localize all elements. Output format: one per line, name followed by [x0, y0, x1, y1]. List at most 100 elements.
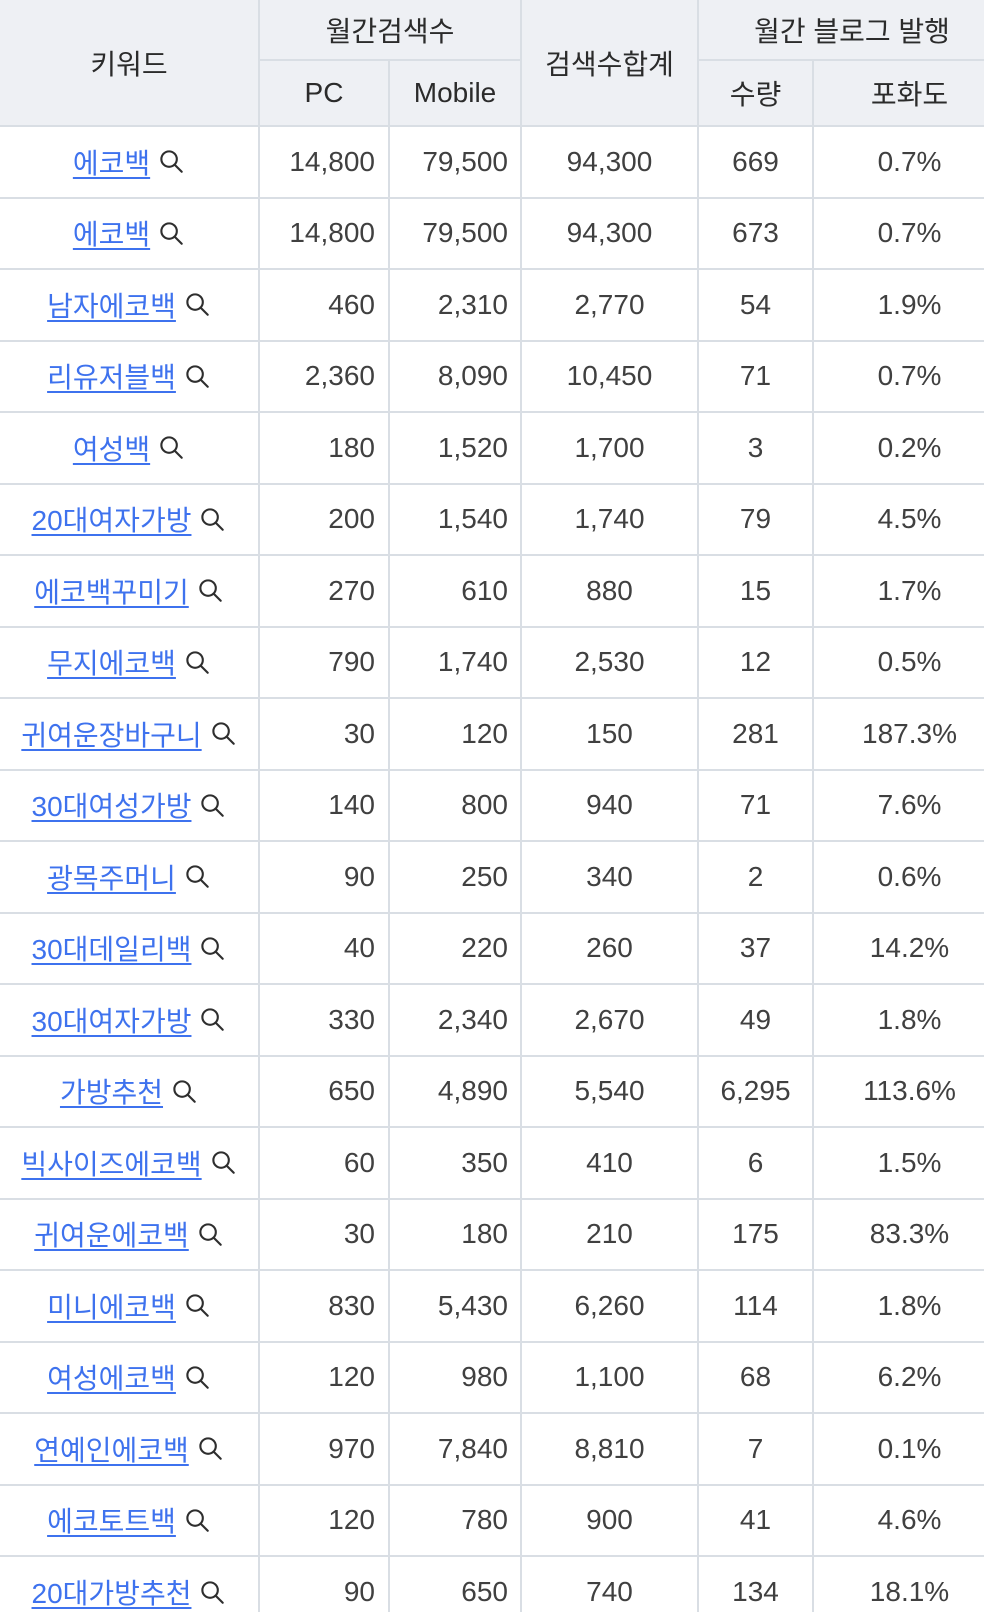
- header-monthly-search: 월간검색수: [258, 0, 522, 61]
- table-row: 연예인에코백 970 7,840 8,810 7 0.1%: [0, 1412, 984, 1486]
- table-body: 에코백 14,800 79,500 94,300 669 0.7% 에코백: [0, 125, 984, 1612]
- keyword-link[interactable]: 여성에코백: [47, 1363, 176, 1395]
- search-total-cell: 1,740: [520, 482, 699, 556]
- saturation-cell: 18.1%: [811, 1555, 984, 1612]
- keyword-link[interactable]: 에코토트백: [47, 1506, 176, 1538]
- keyword-link[interactable]: 30대데일리백: [31, 934, 192, 966]
- keyword-link[interactable]: 20대가방추천: [31, 1578, 192, 1610]
- search-icon[interactable]: [199, 935, 226, 962]
- keyword-link[interactable]: 귀여운장바구니: [21, 719, 202, 751]
- header-mobile: Mobile: [388, 59, 522, 127]
- search-icon[interactable]: [197, 577, 224, 604]
- saturation-cell: 0.1%: [811, 1412, 984, 1486]
- pc-search-cell: 200: [258, 482, 390, 556]
- keyword-group: 무지에코백: [47, 642, 211, 682]
- keyword-link[interactable]: 30대여자가방: [31, 1005, 192, 1037]
- keyword-link[interactable]: 에코백꾸미기: [34, 576, 189, 608]
- keyword-cell: 30대여성가방: [0, 768, 260, 842]
- pc-search-cell: 970: [258, 1412, 390, 1486]
- blog-quantity-cell: 12: [697, 625, 814, 699]
- search-icon[interactable]: [158, 148, 185, 175]
- saturation-cell: 0.6%: [811, 840, 984, 914]
- search-total-cell: 8,810: [520, 1412, 699, 1486]
- pc-search-cell: 60: [258, 1126, 390, 1200]
- blog-quantity-cell: 79: [697, 482, 814, 556]
- blog-quantity-cell: 6,295: [697, 1054, 814, 1128]
- keyword-link[interactable]: 연예인에코백: [34, 1434, 189, 1466]
- blog-quantity-cell: 6: [697, 1126, 814, 1200]
- keyword-link[interactable]: 에코백: [72, 219, 151, 251]
- keyword-link[interactable]: 남자에코백: [47, 290, 176, 322]
- mobile-search-cell: 980: [388, 1340, 522, 1414]
- keyword-group: 여성백: [73, 428, 185, 468]
- search-total-cell: 2,670: [520, 983, 699, 1057]
- pc-search-cell: 330: [258, 983, 390, 1057]
- search-total-cell: 150: [520, 697, 699, 771]
- keyword-group: 연예인에코백: [34, 1429, 224, 1469]
- keyword-link[interactable]: 30대여성가방: [31, 791, 192, 823]
- pc-search-cell: 650: [258, 1054, 390, 1128]
- keyword-link[interactable]: 미니에코백: [47, 1291, 176, 1323]
- blog-quantity-cell: 134: [697, 1555, 814, 1612]
- pc-search-cell: 30: [258, 697, 390, 771]
- search-total-cell: 260: [520, 911, 699, 985]
- pc-search-cell: 830: [258, 1269, 390, 1343]
- saturation-cell: 14.2%: [811, 911, 984, 985]
- keyword-link[interactable]: 가방추천: [59, 1077, 164, 1109]
- keyword-cell: 가방추천: [0, 1054, 260, 1128]
- search-total-cell: 10,450: [520, 339, 699, 413]
- search-icon[interactable]: [158, 220, 185, 247]
- table-row: 30대데일리백 40 220 260 37 14.2%: [0, 911, 984, 985]
- search-total-cell: 880: [520, 554, 699, 628]
- search-icon[interactable]: [199, 792, 226, 819]
- keyword-group: 미니에코백: [47, 1286, 211, 1326]
- keyword-link[interactable]: 귀여운에코백: [34, 1220, 189, 1252]
- keyword-link[interactable]: 에코백: [72, 147, 151, 179]
- search-icon[interactable]: [184, 649, 211, 676]
- search-icon[interactable]: [210, 1149, 237, 1176]
- search-icon[interactable]: [184, 1364, 211, 1391]
- keyword-cell: 20대여자가방: [0, 482, 260, 556]
- keyword-group: 에코토트백: [47, 1500, 211, 1540]
- search-icon[interactable]: [197, 1221, 224, 1248]
- pc-search-cell: 2,360: [258, 339, 390, 413]
- blog-quantity-cell: 7: [697, 1412, 814, 1486]
- blog-quantity-cell: 114: [697, 1269, 814, 1343]
- table-row: 가방추천 650 4,890 5,540 6,295 113.6%: [0, 1054, 984, 1128]
- table-row: 귀여운에코백 30 180 210 175 83.3%: [0, 1197, 984, 1271]
- saturation-cell: 0.5%: [811, 625, 984, 699]
- saturation-cell: 1.5%: [811, 1126, 984, 1200]
- pc-search-cell: 460: [258, 268, 390, 342]
- search-icon[interactable]: [199, 1006, 226, 1033]
- keyword-cell: 여성에코백: [0, 1340, 260, 1414]
- keyword-link[interactable]: 여성백: [72, 433, 151, 465]
- header-monthly-blog: 월간 블로그 발행: [696, 0, 984, 61]
- search-icon[interactable]: [184, 1507, 211, 1534]
- search-icon[interactable]: [158, 434, 185, 461]
- blog-quantity-cell: 2: [697, 840, 814, 914]
- keyword-link[interactable]: 광목주머니: [47, 862, 176, 894]
- keyword-link[interactable]: 무지에코백: [47, 648, 176, 680]
- keyword-link[interactable]: 20대여자가방: [31, 505, 192, 537]
- search-icon[interactable]: [199, 1579, 226, 1606]
- search-total-cell: 1,700: [520, 411, 699, 485]
- table-row: 에코백 14,800 79,500 94,300 669 0.7%: [0, 125, 984, 199]
- search-icon[interactable]: [184, 291, 211, 318]
- search-icon[interactable]: [197, 1435, 224, 1462]
- keyword-link[interactable]: 리유저블백: [47, 362, 176, 394]
- saturation-cell: 113.6%: [811, 1054, 984, 1128]
- pc-search-cell: 790: [258, 625, 390, 699]
- search-icon[interactable]: [184, 1292, 211, 1319]
- search-icon[interactable]: [171, 1078, 198, 1105]
- pc-search-cell: 14,800: [258, 196, 390, 270]
- keyword-link[interactable]: 빅사이즈에코백: [21, 1148, 202, 1180]
- search-icon[interactable]: [199, 506, 226, 533]
- search-icon[interactable]: [184, 863, 211, 890]
- search-total-cell: 2,770: [520, 268, 699, 342]
- blog-quantity-cell: 175: [697, 1197, 814, 1271]
- saturation-cell: 83.3%: [811, 1197, 984, 1271]
- keyword-group: 남자에코백: [47, 285, 211, 325]
- mobile-search-cell: 5,430: [388, 1269, 522, 1343]
- search-icon[interactable]: [210, 720, 237, 747]
- search-icon[interactable]: [184, 363, 211, 390]
